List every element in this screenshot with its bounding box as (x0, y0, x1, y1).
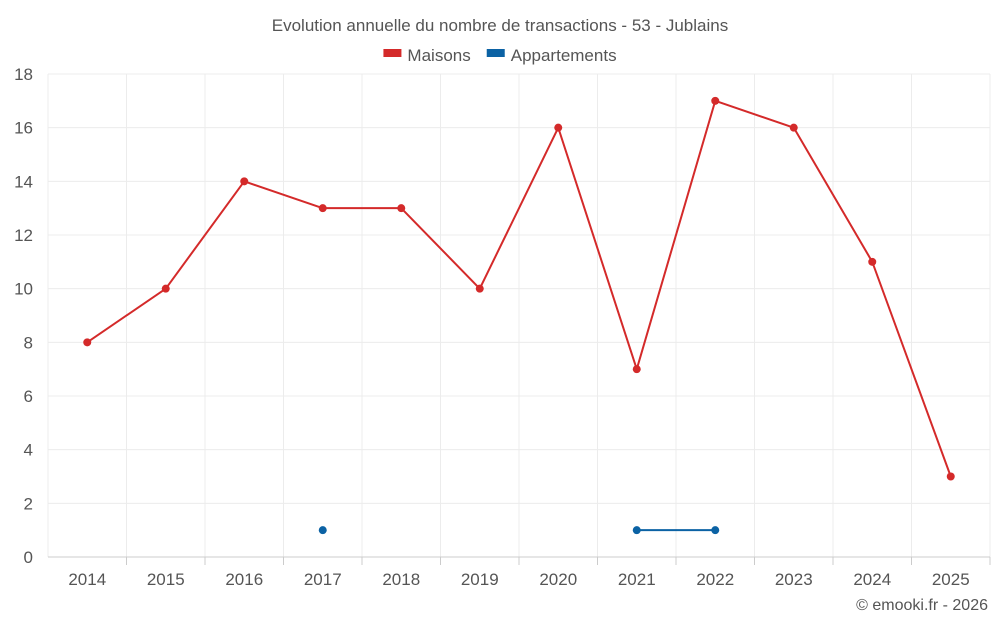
legend-label: Maisons (407, 46, 470, 65)
data-point-maisons (632, 365, 641, 374)
series-line-maisons (86, 99, 952, 477)
data-point-maisons (868, 257, 877, 266)
y-tick-label: 14 (14, 172, 33, 191)
data-point-maisons (240, 177, 249, 186)
y-tick-label: 10 (14, 280, 33, 299)
y-tick-label: 0 (24, 548, 33, 567)
y-tick-label: 18 (14, 65, 33, 84)
x-axis: 2014 2015 2016 2017 2018 2019 2020 2021 2022 2023… (68, 557, 991, 589)
legend-swatch (486, 49, 505, 57)
x-tick-label: 2016 (225, 570, 263, 589)
y-tick-label: 16 (14, 119, 33, 138)
data-point-maisons (554, 123, 563, 132)
data-point-maisons (397, 204, 406, 213)
legend-item-maisons: Maisons (383, 46, 471, 65)
legend-item-appartements: Appartements (486, 46, 617, 65)
data-point-maisons (946, 472, 955, 481)
x-tick-label: 2019 (461, 570, 499, 589)
data-point-maisons (711, 96, 720, 105)
y-tick-label: 6 (24, 387, 33, 406)
data-point-appartements (711, 526, 720, 535)
chart-title: Evolution annuelle du nombre de transact… (272, 16, 728, 35)
x-tick-label: 2023 (775, 570, 813, 589)
x-tick-label: 2022 (696, 570, 734, 589)
x-tick-label: 2020 (539, 570, 577, 589)
y-tick-label: 4 (24, 441, 33, 460)
series-group (83, 96, 955, 535)
x-tick-label: 2015 (147, 570, 185, 589)
x-tick-label: 2018 (382, 570, 420, 589)
data-point-maisons (475, 284, 484, 293)
data-point-appartements (632, 526, 641, 535)
x-tick-label: 2025 (932, 570, 970, 589)
y-tick-label: 2 (24, 494, 33, 513)
x-tick-label: 2021 (618, 570, 656, 589)
data-point-maisons (789, 123, 798, 132)
data-point-maisons (161, 284, 170, 293)
data-point-appartements (318, 526, 327, 535)
data-point-maisons (318, 204, 327, 213)
x-tick-label: 2017 (304, 570, 342, 589)
grid (47, 73, 991, 558)
y-axis: 0 2 4 6 8 10 12 14 16 18 (14, 65, 33, 567)
legend: Maisons Appartements (383, 46, 617, 65)
data-point-maisons (83, 338, 92, 347)
credit-text: © emooki.fr - 2026 (856, 597, 988, 614)
y-tick-label: 8 (24, 333, 33, 352)
legend-label: Appartements (511, 46, 617, 65)
x-tick-label: 2014 (68, 570, 106, 589)
x-tick-label: 2024 (853, 570, 891, 589)
legend-swatch (383, 49, 402, 57)
y-tick-label: 12 (14, 226, 33, 245)
